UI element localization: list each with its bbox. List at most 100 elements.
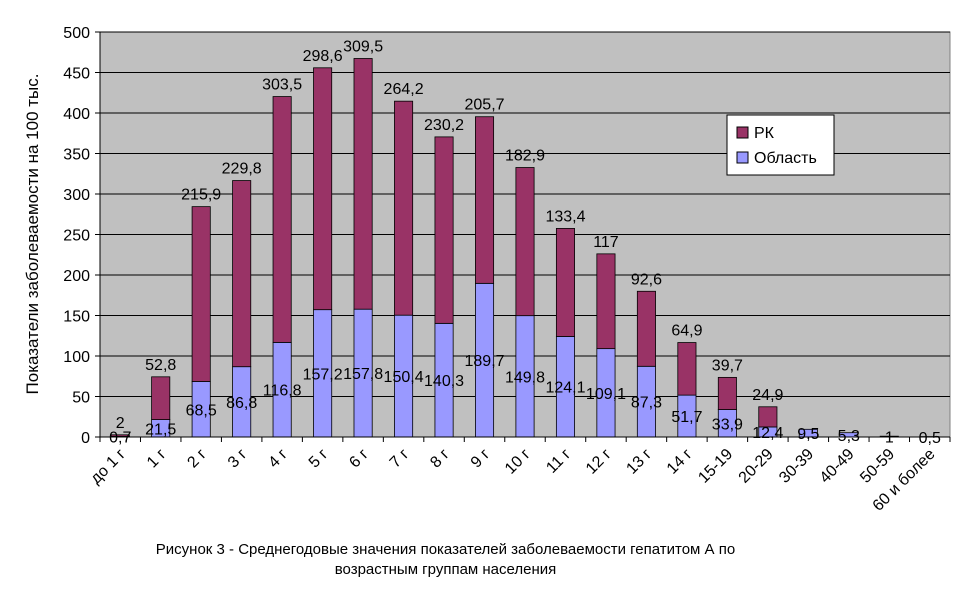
y-axis-label: Показатели заболеваемости на 100 тыс.	[23, 74, 42, 395]
data-label-rk: 133,4	[545, 208, 585, 225]
bar-rk	[555, 228, 575, 337]
y-tick-label: 350	[63, 147, 90, 164]
caption-line-1: Рисунок 3 - Среднегодовые значения показ…	[155, 541, 736, 558]
bar-rk	[596, 253, 616, 350]
x-tick-label: 10 г	[502, 446, 534, 478]
data-label-rk: 230,2	[424, 117, 464, 134]
x-tick-label: 2 г	[184, 446, 210, 472]
y-tick-label: 200	[63, 268, 90, 285]
data-label-oblast: 51,7	[671, 409, 702, 426]
data-label-rk: 52,8	[145, 357, 176, 374]
data-label-oblast: 189,7	[465, 353, 505, 370]
y-tick-label: 0	[81, 430, 90, 447]
data-label-oblast: 9,5	[797, 426, 819, 443]
data-label-oblast: 140,3	[424, 373, 464, 390]
data-label-oblast: 1	[885, 430, 894, 447]
y-tick-label: 300	[63, 187, 90, 204]
data-label-oblast: 21,5	[145, 421, 176, 438]
bar-rk	[191, 206, 211, 382]
data-label-rk: 205,7	[465, 97, 505, 114]
bar-rk	[353, 58, 373, 310]
y-tick-label: 400	[63, 106, 90, 123]
x-tick-label: 13 г	[623, 446, 655, 478]
figure-caption: Рисунок 3 - Среднегодовые значения показ…	[0, 540, 971, 580]
bar-rk	[151, 376, 171, 420]
bar-rk	[475, 116, 495, 284]
x-tick-label: 8 г	[427, 446, 453, 472]
bar-rk	[394, 100, 414, 316]
data-label-rk: 92,6	[631, 271, 662, 288]
data-label-oblast: 0,7	[109, 430, 131, 447]
data-label-oblast: 5,3	[838, 428, 860, 445]
bars	[110, 58, 940, 438]
y-tick-label: 450	[63, 66, 90, 83]
bar-rk	[677, 342, 697, 396]
data-label-rk: 229,8	[222, 161, 262, 178]
x-tick-label: 6 г	[346, 446, 372, 472]
data-label-rk: 2	[116, 415, 125, 432]
x-tick-labels: до 1 г 1 г 2 г 3 г 4 г 5 г 6 г 7 г 8 г 9 г 10 г 11 …	[87, 437, 951, 515]
data-label-oblast: 33,9	[712, 416, 743, 433]
bar-rk	[232, 180, 252, 368]
data-label-rk: 39,7	[712, 357, 743, 374]
data-label-rk: 264,2	[384, 81, 424, 98]
y-tick-label: 500	[63, 25, 90, 42]
data-label-oblast: 124,1	[545, 380, 585, 397]
legend-label-oblast: Область	[754, 150, 817, 167]
x-tick-label: 15-19	[695, 446, 736, 487]
data-label-oblast: 150,4	[384, 369, 424, 386]
legend-swatch-rk	[736, 126, 749, 139]
y-tick-label: 150	[63, 309, 90, 326]
legend-label-rk: РК	[754, 125, 775, 142]
data-label-oblast: 86,8	[226, 395, 257, 412]
x-tick-label: 20-29	[736, 446, 777, 487]
chart: 0 50 100 150 200 250 300 350 400 450 500 до 1 г 1 г…	[23, 25, 951, 515]
x-tick-label: 30-39	[776, 446, 817, 487]
x-tick-label: 5 г	[306, 446, 332, 472]
y-tick-label: 50	[72, 390, 90, 407]
data-label-oblast: 116,8	[263, 383, 302, 400]
data-label-rk: 24,9	[752, 387, 783, 404]
data-label-rk: 215,9	[181, 187, 221, 204]
x-tick-label: 3 г	[225, 446, 251, 472]
bar-rk	[636, 290, 656, 367]
data-label-rk: 298,6	[303, 48, 343, 65]
data-label-oblast: 157,8	[343, 366, 383, 383]
data-label-oblast: 109,1	[586, 386, 626, 403]
legend-box	[726, 114, 835, 176]
bar-rk	[110, 434, 130, 437]
y-tick-labels: 0 50 100 150 200 250 300 350 400 450 500	[63, 25, 100, 447]
legend-swatch-oblast	[736, 151, 749, 164]
data-label-oblast: 0,5	[919, 430, 941, 447]
data-label-rk: 182,9	[505, 148, 545, 165]
bar-rk	[515, 167, 535, 317]
x-tick-label: 1 г	[144, 446, 170, 472]
bar-rk	[758, 406, 778, 428]
data-label-oblast: 87,3	[631, 395, 662, 412]
x-tick-label: 40-49	[817, 446, 858, 487]
data-label-rk: 309,5	[343, 38, 383, 55]
data-labels: 0,72 21,5 52,8 68,5 215,9 86,8 229,8 116,8 303,5…	[109, 38, 941, 446]
x-tick-label: до 1 г	[87, 446, 129, 488]
data-label-rk: 117	[593, 234, 619, 251]
y-tick-label: 250	[63, 228, 90, 245]
bar-rk	[434, 136, 454, 324]
x-tick-label: 14 г	[664, 446, 696, 478]
bar-rk	[272, 96, 292, 343]
data-label-rk: 64,9	[671, 323, 702, 340]
x-tick-label: 11 г	[543, 446, 574, 477]
x-tick-label: 7 г	[387, 446, 413, 472]
x-tick-label: 4 г	[265, 446, 291, 472]
data-label-oblast: 68,5	[186, 402, 217, 419]
caption-line-2: возрастным группам населения	[334, 561, 557, 578]
x-tick-label: 12 г	[583, 446, 615, 478]
y-tick-label: 100	[63, 349, 90, 366]
x-tick-label: 9 г	[468, 446, 494, 472]
data-label-oblast: 157,2	[303, 366, 343, 383]
bar-rk	[313, 67, 333, 311]
data-label-oblast: 149,8	[505, 369, 545, 386]
legend: РК Область	[726, 114, 835, 176]
data-label-oblast: 12,4	[752, 425, 783, 442]
bar-rk	[717, 376, 737, 410]
data-label-rk: 303,5	[262, 77, 302, 94]
